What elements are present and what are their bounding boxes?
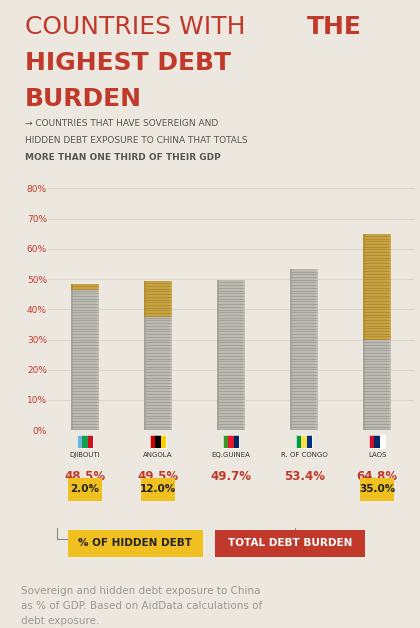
Bar — [144, 281, 146, 317]
Text: 2.0%: 2.0% — [70, 484, 100, 494]
Bar — [170, 281, 172, 317]
Bar — [389, 340, 391, 430]
Text: TOTAL DEBT BURDEN: TOTAL DEBT BURDEN — [228, 538, 352, 548]
Bar — [144, 317, 172, 430]
Bar — [82, 435, 87, 448]
Bar — [389, 234, 391, 340]
FancyBboxPatch shape — [68, 529, 203, 558]
Text: LAOS: LAOS — [368, 452, 386, 458]
Text: 35.0%: 35.0% — [359, 484, 395, 494]
Bar — [296, 435, 302, 448]
Bar — [307, 435, 312, 448]
Bar — [228, 435, 234, 448]
FancyBboxPatch shape — [360, 479, 394, 501]
Bar — [369, 435, 375, 448]
Bar — [97, 284, 99, 290]
Bar — [290, 269, 292, 430]
Bar — [77, 435, 82, 448]
Bar — [234, 435, 239, 448]
Text: 49.5%: 49.5% — [137, 470, 178, 484]
Text: 12.0%: 12.0% — [140, 484, 176, 494]
Bar — [77, 435, 93, 448]
FancyBboxPatch shape — [68, 479, 102, 501]
Bar — [217, 280, 219, 430]
Text: MORE THAN ONE THIRD OF THEIR GDP: MORE THAN ONE THIRD OF THEIR GDP — [25, 153, 221, 161]
Text: BURDEN: BURDEN — [25, 87, 142, 111]
Text: ANGOLA: ANGOLA — [143, 452, 173, 458]
Bar — [71, 290, 73, 430]
Bar — [150, 435, 155, 448]
Bar — [71, 290, 99, 430]
Bar — [223, 435, 228, 448]
Bar — [150, 435, 166, 448]
FancyBboxPatch shape — [141, 479, 175, 501]
Text: Sovereign and hidden debt exposure to China
as % of GDP. Based on AidData calcul: Sovereign and hidden debt exposure to Ch… — [21, 586, 262, 625]
Bar — [144, 281, 172, 317]
Bar — [71, 284, 73, 290]
Bar — [302, 435, 307, 448]
Bar — [363, 340, 365, 430]
Text: 48.5%: 48.5% — [64, 470, 105, 484]
Bar — [170, 317, 172, 430]
Bar — [243, 280, 245, 430]
Text: EQ.GUINEA: EQ.GUINEA — [212, 452, 250, 458]
Bar — [223, 435, 239, 448]
Text: 64.8%: 64.8% — [357, 470, 398, 484]
Bar — [290, 269, 318, 430]
Bar — [363, 234, 365, 340]
Text: COUNTRIES WITH: COUNTRIES WITH — [25, 15, 254, 39]
Text: 53.4%: 53.4% — [284, 470, 325, 484]
Bar — [375, 435, 380, 448]
Bar — [155, 435, 160, 448]
Text: HIDDEN DEBT EXPOSURE TO CHINA THAT TOTALS: HIDDEN DEBT EXPOSURE TO CHINA THAT TOTAL… — [25, 136, 248, 144]
Bar — [363, 340, 391, 430]
Bar — [97, 290, 99, 430]
Text: THE: THE — [307, 15, 362, 39]
Bar — [71, 284, 99, 290]
Bar — [160, 435, 166, 448]
Bar — [144, 317, 146, 430]
FancyBboxPatch shape — [215, 529, 365, 558]
Bar — [296, 435, 312, 448]
Text: HIGHEST DEBT: HIGHEST DEBT — [25, 51, 231, 75]
Text: 49.7%: 49.7% — [210, 470, 252, 484]
Text: → COUNTRIES THAT HAVE SOVEREIGN AND: → COUNTRIES THAT HAVE SOVEREIGN AND — [25, 119, 218, 127]
Bar — [316, 269, 318, 430]
Text: R. OF CONGO: R. OF CONGO — [281, 452, 328, 458]
Text: % OF HIDDEN DEBT: % OF HIDDEN DEBT — [78, 538, 192, 548]
Bar — [369, 435, 385, 448]
Bar — [87, 435, 93, 448]
Text: DJIBOUTI: DJIBOUTI — [70, 452, 100, 458]
Bar — [363, 234, 391, 340]
Bar — [380, 435, 385, 448]
Bar — [217, 280, 245, 430]
